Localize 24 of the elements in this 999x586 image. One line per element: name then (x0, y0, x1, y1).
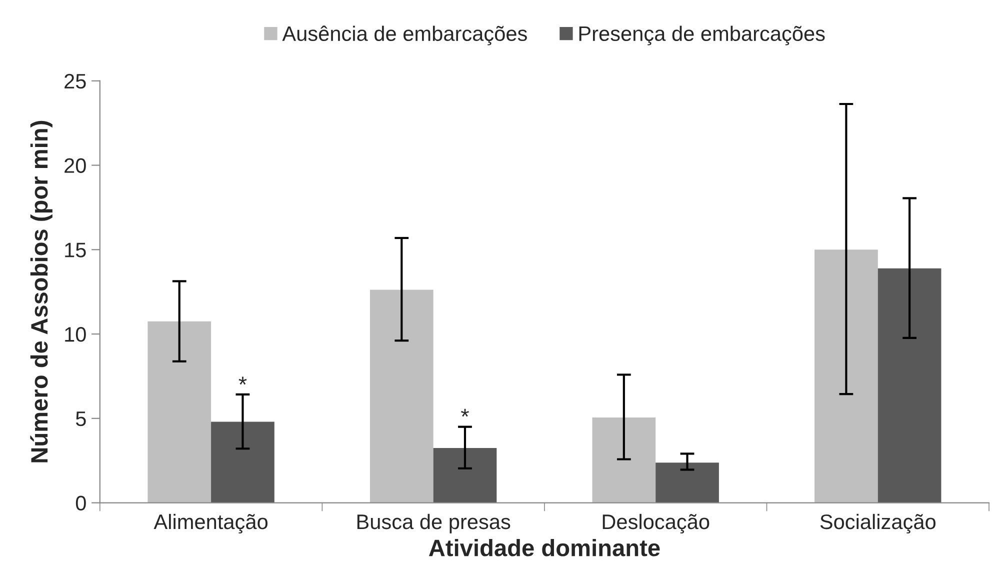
x-tick-label: Alimentação (154, 514, 268, 534)
bar (148, 321, 212, 503)
bar (211, 422, 274, 503)
legend-label: Presença de embarcações (579, 26, 825, 46)
y-tick-label: 0 (76, 496, 86, 511)
legend-label: Ausência de embarcações (282, 26, 527, 46)
bar (814, 250, 878, 503)
y-tick-label: 5 (76, 412, 86, 426)
y-tick-label: 15 (65, 242, 86, 258)
bar (370, 290, 434, 503)
y-tick-label: 20 (64, 158, 86, 174)
x-axis-title: Atividade dominante (428, 538, 660, 556)
x-tick-label: Busca de presas (357, 514, 510, 534)
x-tick-label: Socialização (820, 514, 936, 534)
bar (656, 462, 719, 503)
x-tick-label: Deslocação (602, 514, 710, 534)
y-tick-label: 25 (64, 74, 86, 89)
y-axis-title: Número de Assobios (por min) (30, 120, 52, 462)
bar (592, 418, 656, 503)
y-tick-label: 10 (65, 327, 86, 342)
bar (433, 448, 497, 503)
bar (878, 268, 942, 503)
annotation: * (461, 408, 469, 417)
annotation: * (238, 376, 247, 385)
